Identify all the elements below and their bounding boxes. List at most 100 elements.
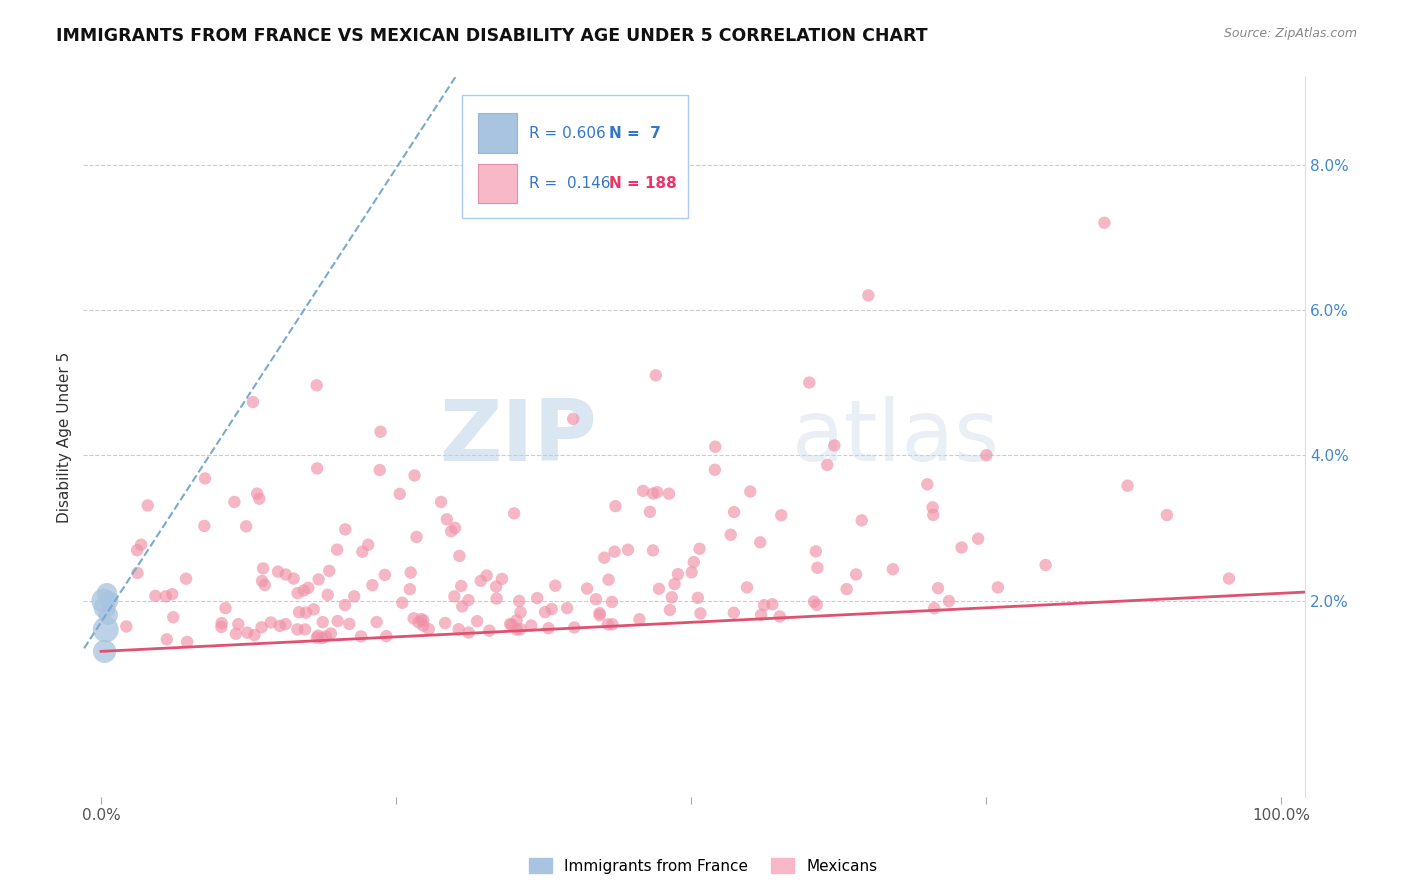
Point <box>470 574 492 588</box>
Point <box>269 619 291 633</box>
Point <box>352 544 374 558</box>
Point <box>243 628 266 642</box>
Point <box>97 608 120 623</box>
Point <box>436 512 458 526</box>
Y-axis label: Disability Age Under 5: Disability Age Under 5 <box>58 351 72 523</box>
Point <box>682 555 704 569</box>
Point <box>858 288 880 302</box>
Point <box>598 573 620 587</box>
Point <box>94 623 117 637</box>
Point <box>562 620 585 634</box>
Point <box>155 590 177 604</box>
Point <box>465 614 488 628</box>
Point <box>194 471 217 485</box>
Point <box>156 632 179 647</box>
Point <box>723 606 745 620</box>
Point <box>544 579 567 593</box>
Text: N = 188: N = 188 <box>609 177 676 192</box>
Point <box>752 598 775 612</box>
Point <box>176 635 198 649</box>
Point <box>294 623 316 637</box>
Point <box>804 544 827 558</box>
Point <box>333 598 356 612</box>
Point <box>246 486 269 500</box>
Point <box>235 519 257 533</box>
Point <box>404 468 426 483</box>
Point <box>226 617 249 632</box>
Point <box>326 614 349 628</box>
Point <box>503 506 526 520</box>
Point <box>267 565 290 579</box>
Point <box>628 612 651 626</box>
Point <box>506 623 529 637</box>
Point <box>247 491 270 506</box>
Point <box>799 376 821 390</box>
Point <box>447 622 470 636</box>
Point <box>193 519 215 533</box>
Text: ZIP: ZIP <box>439 395 596 478</box>
Point <box>357 538 380 552</box>
Point <box>292 583 315 598</box>
Point <box>562 412 585 426</box>
Point <box>93 644 115 658</box>
Point <box>950 541 973 555</box>
Point <box>720 527 742 541</box>
Point <box>295 606 318 620</box>
Point <box>589 608 612 623</box>
Point <box>316 588 339 602</box>
Point <box>305 631 328 645</box>
Point <box>253 578 276 592</box>
Point <box>631 483 654 498</box>
Point <box>370 425 392 439</box>
Point <box>174 572 197 586</box>
Point <box>658 603 681 617</box>
Point <box>658 486 681 500</box>
Point <box>661 591 683 605</box>
Point <box>350 629 373 643</box>
Point <box>98 593 121 607</box>
Point <box>1156 508 1178 522</box>
Point <box>967 532 990 546</box>
Legend: Immigrants from France, Mexicans: Immigrants from France, Mexicans <box>523 852 883 880</box>
Point <box>136 499 159 513</box>
Point <box>703 463 725 477</box>
Point <box>603 544 626 558</box>
Point <box>412 613 434 627</box>
Point <box>540 602 562 616</box>
Text: atlas: atlas <box>792 395 1000 478</box>
Point <box>740 484 762 499</box>
Point <box>434 615 457 630</box>
Point <box>1218 572 1240 586</box>
Point <box>374 568 396 582</box>
Point <box>1035 558 1057 572</box>
Point <box>312 615 335 629</box>
Point <box>127 543 149 558</box>
Point <box>938 594 960 608</box>
Bar <box>478 113 517 153</box>
Point <box>475 568 498 582</box>
Point <box>922 508 945 522</box>
Point <box>315 629 337 643</box>
Point <box>499 616 522 631</box>
Point <box>835 582 858 596</box>
Point <box>129 538 152 552</box>
Point <box>318 564 340 578</box>
Point <box>602 617 624 632</box>
Point <box>326 542 349 557</box>
Point <box>485 580 508 594</box>
Point <box>440 524 463 539</box>
Point <box>209 620 232 634</box>
Point <box>478 624 501 638</box>
Point <box>681 566 703 580</box>
Point <box>366 615 388 629</box>
Point <box>501 617 523 632</box>
Point <box>307 461 329 475</box>
Point <box>411 612 433 626</box>
Point <box>645 485 668 500</box>
Point <box>457 593 479 607</box>
Text: Source: ZipAtlas.com: Source: ZipAtlas.com <box>1223 27 1357 40</box>
Point <box>508 594 530 608</box>
Point <box>704 440 727 454</box>
Point <box>1116 479 1139 493</box>
Point <box>368 463 391 477</box>
